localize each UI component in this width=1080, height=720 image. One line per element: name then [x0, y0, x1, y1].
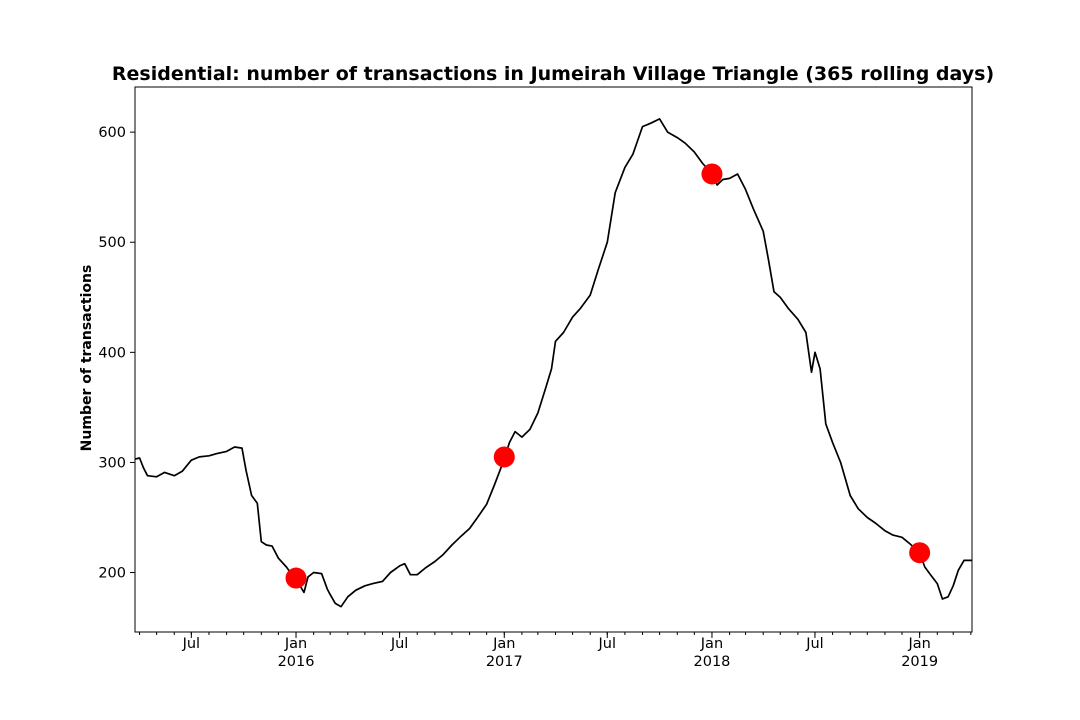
- x-tick-label: Jul: [805, 636, 824, 652]
- y-tick-label: 600: [98, 125, 126, 141]
- plot-area: [134, 86, 973, 633]
- series-layer: [134, 118, 972, 608]
- x-tick-year-label: 2017: [486, 654, 523, 670]
- y-tick-label: 200: [98, 566, 126, 582]
- y-tick-label: 300: [98, 455, 126, 471]
- data-point-marker: [701, 163, 723, 185]
- y-tick-label: 400: [98, 345, 126, 361]
- x-tick-label: Jan: [700, 636, 723, 652]
- x-tick-label: Jan: [284, 636, 307, 652]
- y-tick-label: 500: [98, 235, 126, 251]
- series-line-0: [134, 118, 972, 608]
- y-axis: 200 300 400 500 600: [98, 125, 135, 582]
- chart-title: Residential: number of transactions in J…: [112, 63, 994, 85]
- x-tick-label: Jan: [492, 636, 515, 652]
- data-point-marker: [493, 446, 515, 468]
- x-tick-label: Jul: [598, 636, 617, 652]
- x-tick-label: Jul: [390, 636, 409, 652]
- marker-layer: [285, 163, 931, 589]
- data-point-marker: [909, 542, 931, 564]
- x-tick-label: Jul: [182, 636, 201, 652]
- x-tick-label: Jan: [907, 636, 930, 652]
- x-tick-year-label: 2016: [278, 654, 315, 670]
- data-point-marker: [285, 567, 307, 589]
- x-tick-year-label: 2019: [901, 654, 938, 670]
- y-axis-label: Number of transactions: [79, 265, 95, 452]
- x-tick-year-label: 2018: [694, 654, 731, 670]
- x-axis: Jul Jan 2016 Jul Jan 2017 Jul Jan 2018 Jul Jan 2019: [139, 632, 972, 670]
